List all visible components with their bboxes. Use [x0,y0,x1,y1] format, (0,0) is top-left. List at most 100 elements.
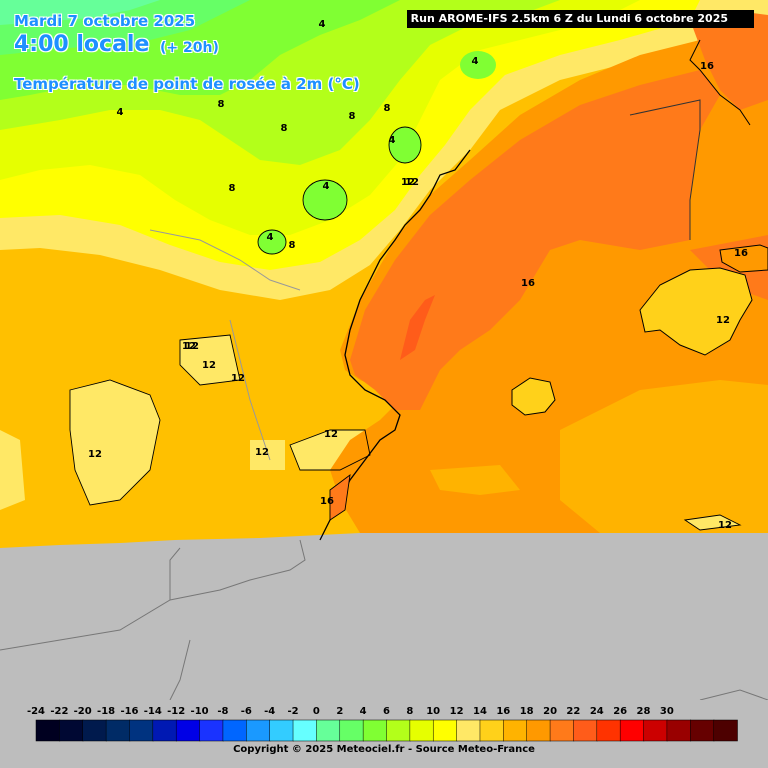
legend-tick-label: -18 [97,706,116,717]
moist-pocket [460,51,496,79]
legend-swatch [292,719,318,742]
legend-swatch [643,719,668,742]
legend-swatch [152,719,177,742]
border-line [699,689,768,701]
contour-label: 4 [267,232,274,243]
contour-label: 4 [472,56,479,67]
isodrosotherm-12 [179,334,241,386]
sea-dewpoint-18-20-north [690,10,768,110]
contour-label: 12 [401,177,415,188]
dewpoint-minus2-0-zone [0,0,160,25]
legend-swatch [35,719,61,742]
legend-tick-label: 14 [473,706,487,717]
legend-swatch [222,719,248,742]
ibiza-island [511,377,556,416]
contour-label: 4 [319,19,326,30]
forecast-lead-time: (+ 20h) [160,40,219,56]
menorca-island [719,244,768,273]
model-run-banner: Run AROME-IFS 2.5km 6 Z du Lundi 6 octob… [406,10,754,28]
contour-label: 16 [521,278,535,289]
legend-swatch [199,719,224,742]
legend-swatch [59,719,84,742]
legend-swatch [456,719,481,742]
contour-label: 12 [718,520,732,531]
legend-swatch [503,719,528,742]
legend-tick-label: 8 [406,706,414,717]
mallorca-island [639,267,753,356]
contour-label: 8 [349,111,356,122]
contour-label: 12 [231,373,245,384]
border-line [149,229,301,291]
legend-swatch [526,719,551,742]
contour-label: 12 [716,315,730,326]
legend-tick-label: 26 [613,706,628,717]
legend-swatch [339,719,364,742]
legend-swatch [666,719,692,742]
contour-label: 8 [218,99,225,110]
legend-tick-label: 28 [636,706,651,717]
border-line [0,539,306,651]
moist-pocket [303,180,347,220]
legend-tick-label: 4 [359,706,367,717]
sea-dewpoint-14-16 [560,380,768,533]
legend-swatch [105,719,131,742]
legend-tick-label: 2 [336,706,344,717]
legend-tick-label: 24 [589,706,604,717]
border-line [229,319,271,461]
contour-label: 12 [324,429,338,440]
dewpoint-10-12-pocket [250,440,285,470]
contour-label: 8 [281,123,288,134]
legend-swatch [269,719,294,742]
contour-label: 16 [320,496,334,507]
legend-swatch [246,719,271,742]
legend-tick-label: 6 [383,706,390,717]
isodrosotherm-4 [388,126,422,164]
contour-label: 12 [88,449,102,460]
sea-dewpoint-14-16 [430,465,520,495]
sea-dewpoint-20-22 [400,295,435,360]
legend-tick-label: -24 [26,706,46,717]
dewpoint-10-12-pocket [180,335,240,385]
legend-tick-label: -20 [73,706,92,717]
legend-swatches [35,719,738,742]
border-line [169,639,191,701]
contour-label: 12 [255,447,269,458]
legend-swatch [386,719,411,742]
contour-labels: 4444448888881212121212121212121212161616… [88,19,748,531]
legend-swatch [619,719,645,742]
moist-pocket [258,230,286,254]
legend-swatch [362,719,388,742]
isodrosotherm-12 [289,429,371,471]
contour-label: 4 [117,107,124,118]
legend-swatch [573,719,598,742]
contour-label: 8 [229,183,236,194]
sea-dewpoint-18-20 [350,70,720,410]
contour-label: 4 [323,181,330,192]
legend-tick-label: -22 [50,706,69,717]
legend-swatch [409,719,434,742]
legend-tick-label: 0 [312,706,320,717]
legend-tick-label: 18 [519,706,534,717]
legend-tick-label: 30 [659,706,674,717]
legend-swatch [596,719,621,742]
isodrosotherm-4 [302,179,348,221]
contour-label: 16 [734,248,748,259]
parameter-title: Température de point de rosée à 2m (°C) [14,75,360,93]
legend-swatch [432,719,458,742]
legend-swatch [690,719,715,742]
legend-tick-label: -16 [120,706,139,717]
moist-pocket [389,127,421,163]
isodrosotherm-12 [683,514,742,531]
legend-tick-label: 20 [543,706,558,717]
contour-label: 12 [405,177,419,188]
isodrosotherm-16 [329,473,351,521]
legend-swatch [175,719,201,742]
legend-swatch [82,719,107,742]
contour-label: 16 [700,61,714,72]
legend-tick-label: -4 [264,706,276,717]
copyright-text: Copyright © 2025 Meteociel.fr - Source M… [233,744,535,755]
legend-tick-label: -12 [167,706,186,717]
legend-tick-label: 16 [496,706,511,717]
